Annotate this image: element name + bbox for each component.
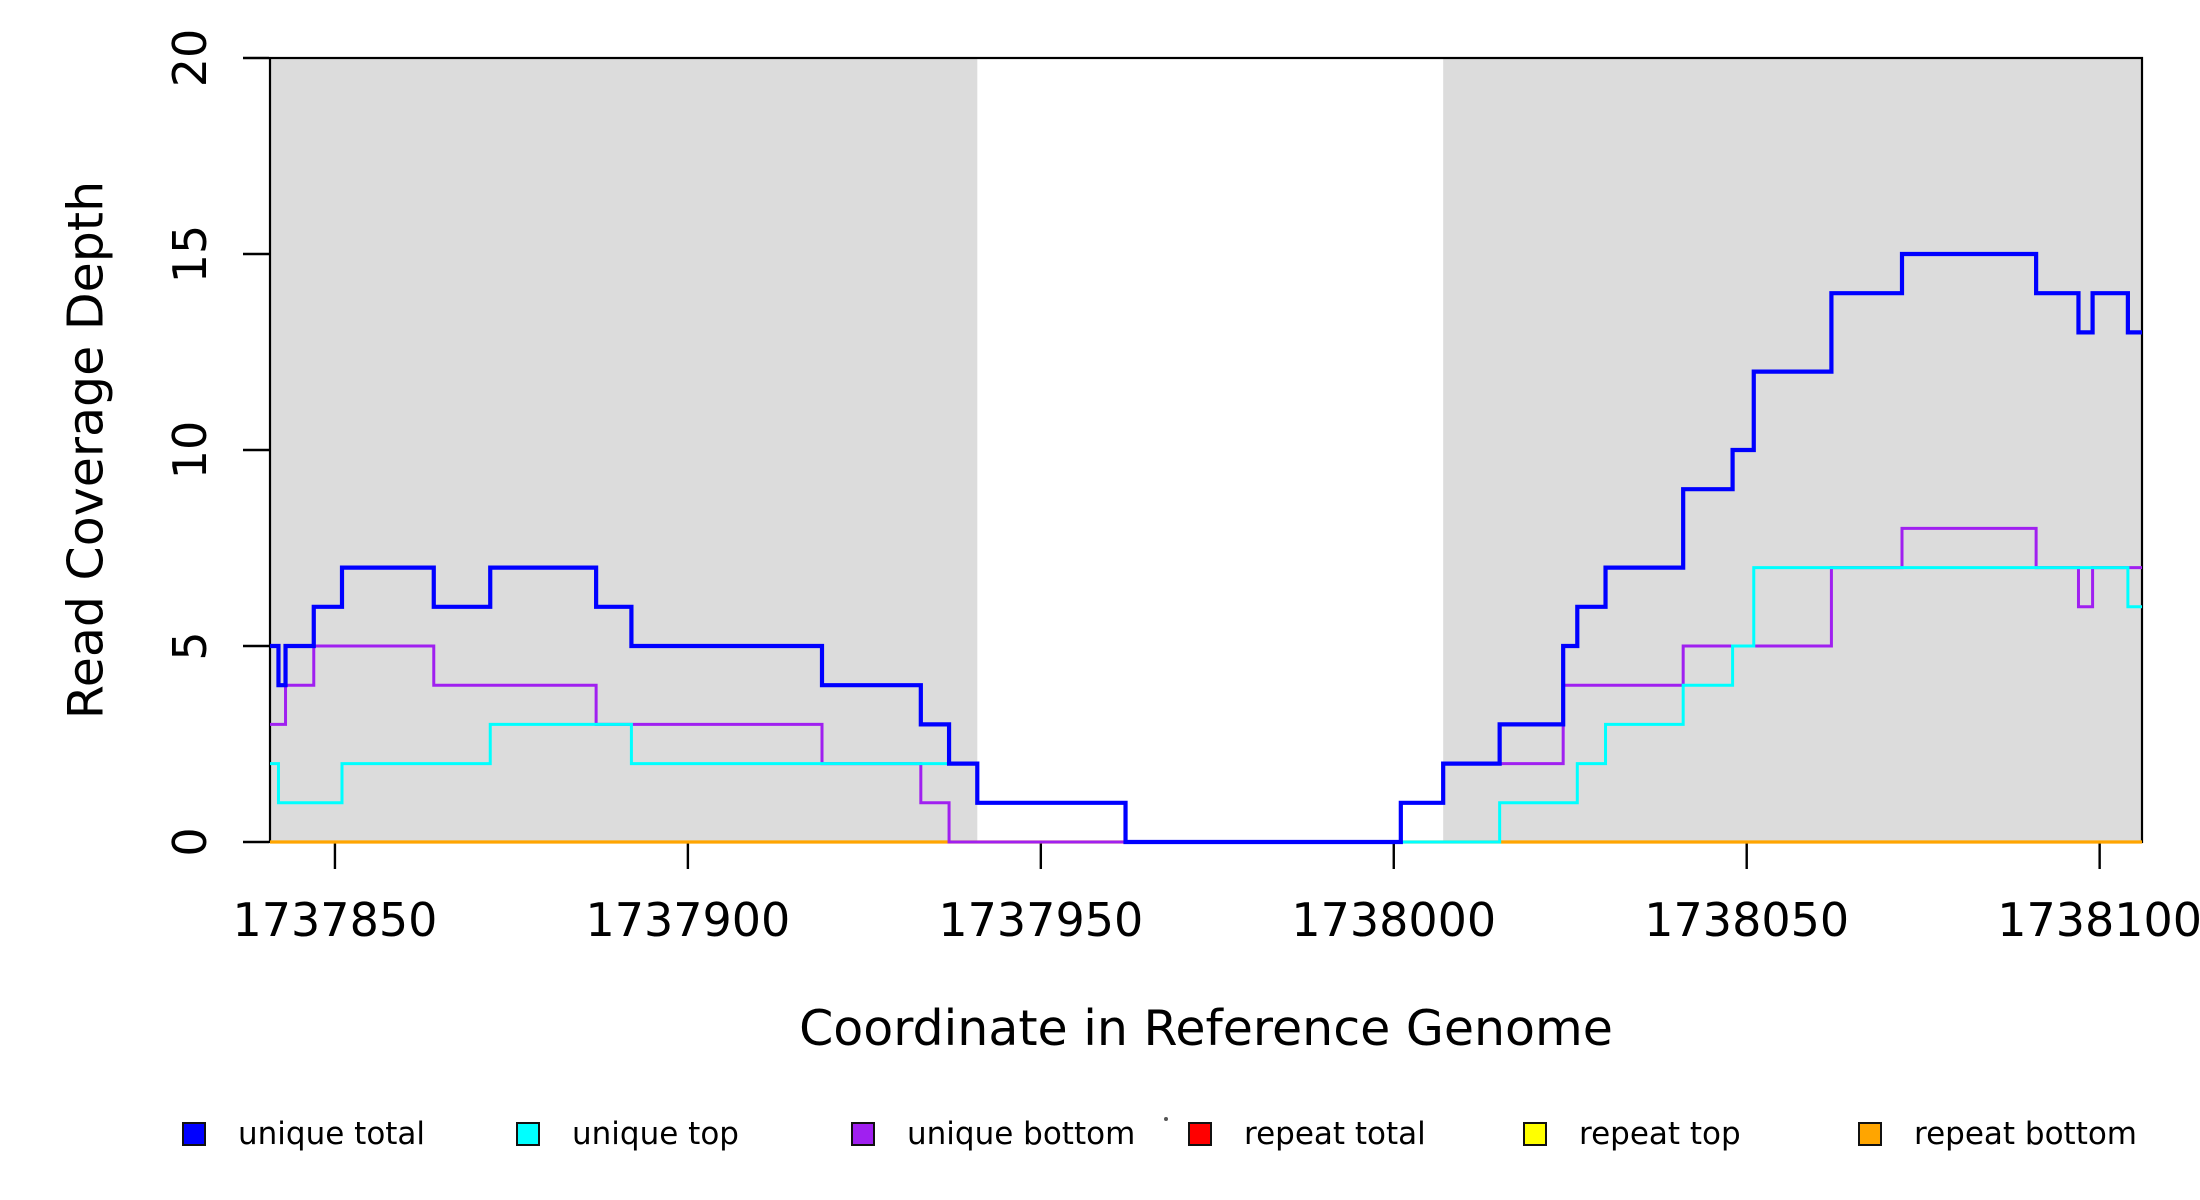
x-axis-title: Coordinate in Reference Genome xyxy=(799,1000,1613,1057)
series-line-unique-total xyxy=(270,251,2142,845)
x-tick-label: 1737950 xyxy=(938,893,1143,947)
x-tick-label: 1737850 xyxy=(233,893,438,947)
y-axis-title: Read Coverage Depth xyxy=(57,180,115,720)
y-tick-label: 5 xyxy=(163,631,217,660)
x-tick-label: 1737900 xyxy=(585,893,790,947)
series-line-unique-top xyxy=(270,566,2142,844)
y-tick-label: 10 xyxy=(163,421,217,480)
unique-region-shading xyxy=(270,58,978,842)
y-tick-label: 0 xyxy=(163,827,217,856)
stray-dot xyxy=(1164,1117,1168,1121)
unique-region-shading xyxy=(1443,58,2142,842)
y-tick-label: 20 xyxy=(163,29,217,88)
x-tick-label: 1738000 xyxy=(1291,893,1496,947)
y-tick-label: 15 xyxy=(163,225,217,284)
x-tick-label: 1738100 xyxy=(1997,893,2200,947)
x-tick-label: 1738050 xyxy=(1644,893,1849,947)
